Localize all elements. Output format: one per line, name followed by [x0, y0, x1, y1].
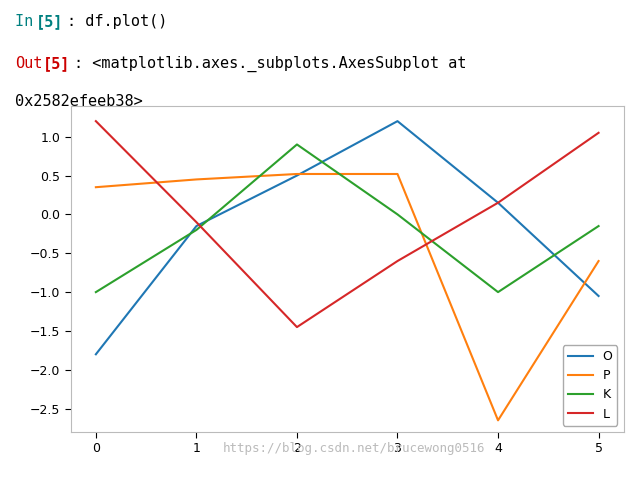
Legend: O, P, K, L: O, P, K, L — [563, 345, 617, 426]
K — [192, 227, 200, 233]
L — [394, 258, 401, 264]
P — [293, 171, 301, 177]
O — [293, 173, 301, 179]
O — [595, 293, 602, 299]
P — [494, 418, 502, 423]
P — [92, 184, 100, 190]
K — [394, 212, 401, 217]
Text: Out: Out — [15, 56, 42, 71]
L — [192, 219, 200, 225]
Line: O: O — [96, 121, 599, 354]
Text: https://blog.csdn.net/brucewong0516: https://blog.csdn.net/brucewong0516 — [222, 442, 485, 456]
P — [192, 177, 200, 182]
L — [293, 324, 301, 330]
Text: [5]: [5] — [35, 14, 63, 29]
Text: : df.plot(): : df.plot() — [67, 14, 167, 29]
K — [293, 142, 301, 147]
Text: In: In — [15, 14, 42, 29]
O — [192, 223, 200, 229]
Line: P: P — [96, 174, 599, 420]
L — [92, 118, 100, 124]
Text: : <matplotlib.axes._subplots.AxesSubplot at: : <matplotlib.axes._subplots.AxesSubplot… — [74, 56, 466, 72]
O — [494, 200, 502, 205]
Line: L: L — [96, 121, 599, 327]
P — [394, 171, 401, 177]
O — [92, 351, 100, 357]
L — [494, 200, 502, 205]
P — [595, 258, 602, 264]
K — [595, 223, 602, 229]
Line: K: K — [96, 144, 599, 292]
Text: [5]: [5] — [42, 56, 70, 71]
K — [92, 289, 100, 295]
O — [394, 118, 401, 124]
K — [494, 289, 502, 295]
Text: 0x2582efeeb38>: 0x2582efeeb38> — [15, 94, 143, 109]
L — [595, 130, 602, 136]
